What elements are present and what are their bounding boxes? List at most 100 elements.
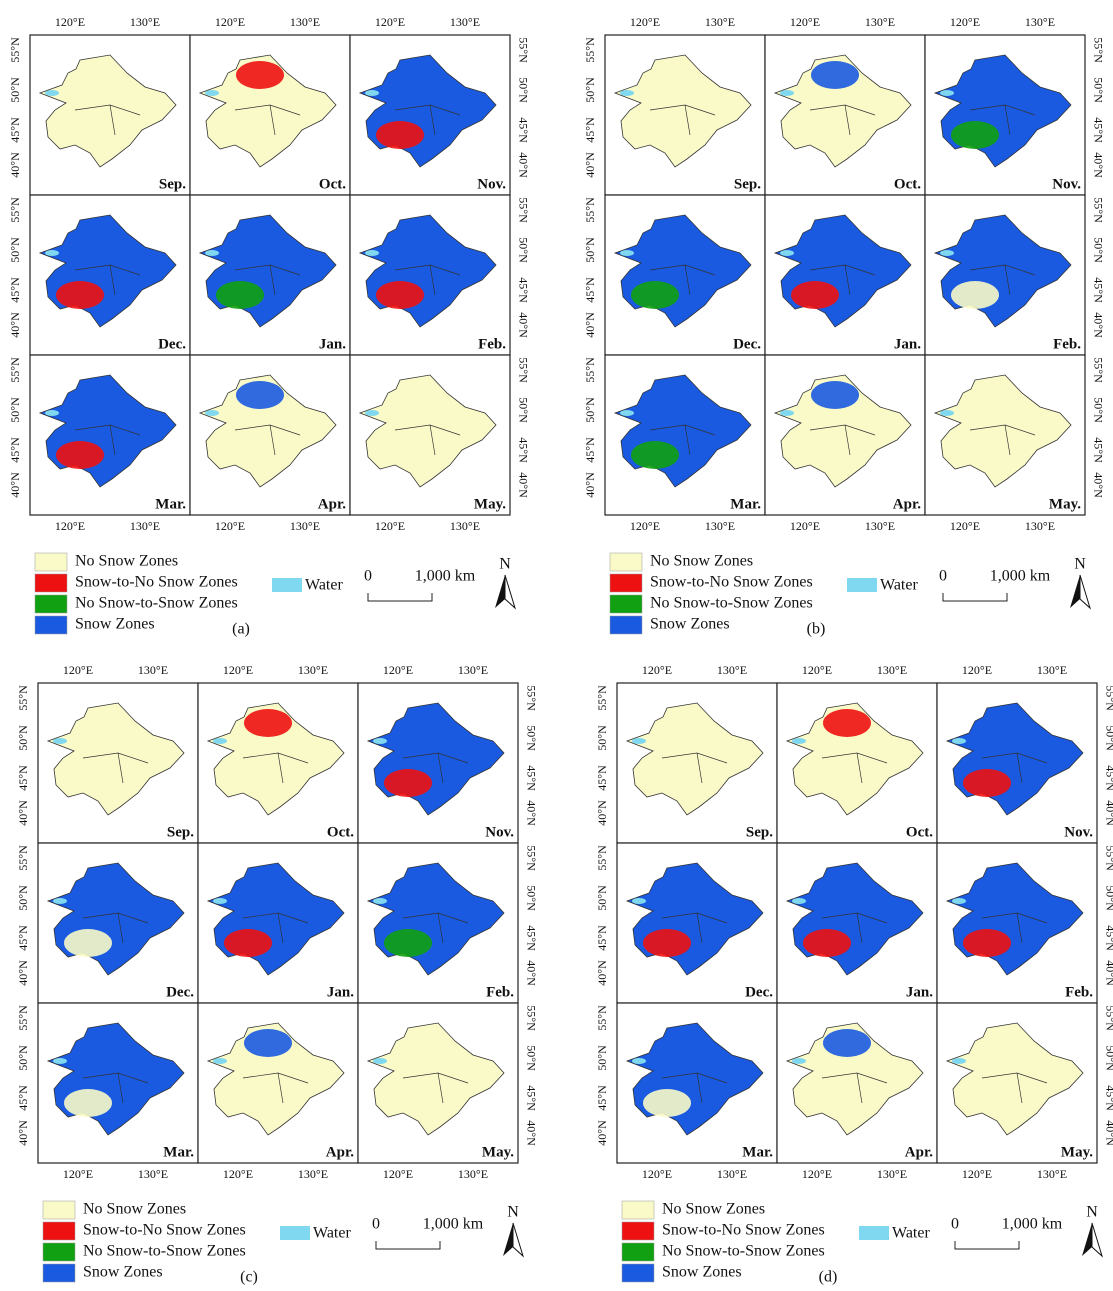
map-panel: Sep.Oct.Nov.Dec.Jan.Feb.Mar.Apr.May.120°… xyxy=(16,663,539,1286)
month-label: Apr. xyxy=(326,1144,354,1160)
water-body xyxy=(45,250,59,256)
legend-swatch xyxy=(622,1243,654,1261)
month-label: Oct. xyxy=(894,176,921,192)
month-label: Dec. xyxy=(745,984,773,1000)
lat-label: 40°N xyxy=(583,312,597,338)
lat-label: 45°N xyxy=(16,1085,30,1111)
legend-swatch xyxy=(35,553,67,571)
legend-swatch xyxy=(847,578,877,592)
water-body xyxy=(373,1058,387,1064)
lon-label: 120°E xyxy=(630,15,660,29)
month-label: May. xyxy=(474,496,506,512)
lat-label: 50°N xyxy=(595,885,609,911)
legend-swatch xyxy=(43,1243,75,1261)
water-body xyxy=(792,898,806,904)
zone-patch xyxy=(951,121,999,149)
legend-label: Snow-to-No Snow Zones xyxy=(83,1222,246,1239)
lon-label: 120°E xyxy=(642,1167,672,1181)
lat-label: 50°N xyxy=(524,885,538,911)
lon-label: 120°E xyxy=(55,519,85,533)
legend-swatch xyxy=(859,1226,889,1240)
legend-swatch xyxy=(610,553,642,571)
zone-patch xyxy=(803,929,851,957)
month-label: Mar. xyxy=(730,496,761,512)
scale-label: 1,000 km xyxy=(1002,1216,1063,1233)
lat-label: 55°N xyxy=(8,37,22,63)
lat-label: 55°N xyxy=(595,1005,609,1031)
zone-patch xyxy=(823,709,871,737)
zone-patch xyxy=(631,281,679,309)
legend-swatch xyxy=(610,574,642,592)
lon-label: 120°E xyxy=(630,519,660,533)
figure: Sep.Oct.Nov.Dec.Jan.Feb.Mar.Apr.May.120°… xyxy=(0,0,1113,1291)
lat-label: 40°N xyxy=(595,1120,609,1146)
legend-label: No Snow Zones xyxy=(75,553,178,570)
lat-label: 40°N xyxy=(595,960,609,986)
lon-label: 120°E xyxy=(790,519,820,533)
lat-label: 40°N xyxy=(1103,1120,1113,1146)
zone-patch xyxy=(811,381,859,409)
lat-label: 40°N xyxy=(1103,960,1113,986)
lat-label: 40°N xyxy=(583,472,597,498)
lon-label: 120°E xyxy=(63,1167,93,1181)
lon-label: 120°E xyxy=(802,1167,832,1181)
lat-label: 40°N xyxy=(8,152,22,178)
lon-label: 130°E xyxy=(290,519,320,533)
lon-label: 130°E xyxy=(717,663,747,677)
month-label: Oct. xyxy=(327,824,354,840)
water-body xyxy=(205,90,219,96)
lat-label: 55°N xyxy=(1091,37,1105,63)
lat-label: 45°N xyxy=(595,765,609,791)
lat-label: 40°N xyxy=(516,472,530,498)
lat-label: 55°N xyxy=(8,197,22,223)
legend-label: Water xyxy=(892,1225,930,1242)
water-body xyxy=(373,738,387,744)
north-arrow xyxy=(1092,1223,1102,1256)
lon-label: 120°E xyxy=(63,663,93,677)
legend-label: Water xyxy=(313,1225,351,1242)
lon-label: 130°E xyxy=(705,519,735,533)
lat-label: 40°N xyxy=(8,312,22,338)
zone-patch xyxy=(244,1029,292,1057)
month-label: Jan. xyxy=(327,984,354,1000)
lat-label: 55°N xyxy=(524,685,538,711)
lat-label: 55°N xyxy=(595,845,609,871)
zone-patch xyxy=(56,281,104,309)
lon-label: 130°E xyxy=(138,1167,168,1181)
legend-label: No Snow Zones xyxy=(83,1201,186,1218)
lon-label: 120°E xyxy=(383,1167,413,1181)
lon-label: 130°E xyxy=(1025,519,1055,533)
lat-label: 55°N xyxy=(516,37,530,63)
lon-label: 120°E xyxy=(215,519,245,533)
legend-swatch xyxy=(35,616,67,634)
lon-label: 130°E xyxy=(1037,1167,1067,1181)
lat-label: 50°N xyxy=(16,885,30,911)
water-body xyxy=(632,898,646,904)
legend-swatch xyxy=(280,1226,310,1240)
month-label: Nov. xyxy=(1052,176,1081,192)
north-arrow xyxy=(513,1223,523,1256)
month-label: Feb. xyxy=(478,336,506,352)
lat-label: 55°N xyxy=(583,37,597,63)
lat-label: 55°N xyxy=(16,685,30,711)
zone-patch xyxy=(56,441,104,469)
lat-label: 50°N xyxy=(8,77,22,103)
legend-label: Water xyxy=(880,577,918,594)
zone-patch xyxy=(64,1089,112,1117)
lon-label: 130°E xyxy=(290,15,320,29)
lat-label: 40°N xyxy=(8,472,22,498)
lat-label: 45°N xyxy=(583,277,597,303)
lat-label: 40°N xyxy=(516,312,530,338)
legend-swatch xyxy=(43,1201,75,1219)
lon-label: 130°E xyxy=(458,1167,488,1181)
lat-label: 50°N xyxy=(583,397,597,423)
water-body xyxy=(940,250,954,256)
north-label: N xyxy=(1086,1204,1098,1221)
month-label: Mar. xyxy=(155,496,186,512)
legend-label: No Snow-to-Snow Zones xyxy=(75,595,238,612)
lat-label: 45°N xyxy=(583,117,597,143)
zone-patch xyxy=(236,61,284,89)
lat-label: 50°N xyxy=(1091,77,1105,103)
legend-label: No Snow-to-Snow Zones xyxy=(650,595,813,612)
month-label: Feb. xyxy=(1053,336,1081,352)
